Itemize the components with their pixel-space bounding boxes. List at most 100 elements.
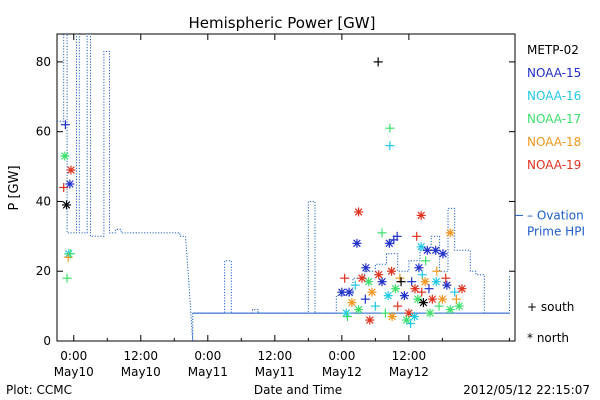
data-point-north [66,165,76,175]
data-point-north [445,305,455,315]
point-stroke [385,239,394,248]
data-point-south [385,123,395,133]
point-stroke [342,309,351,317]
data-point-north [402,315,412,325]
point-stroke [446,305,455,314]
data-point-north [425,308,435,318]
data-point-south [392,231,402,241]
point-stroke [391,284,400,293]
data-point-north [437,294,447,304]
points-layer [59,57,467,329]
data-point-north [365,315,375,325]
point-stroke [414,295,422,303]
x-tick-label-date: May11 [255,365,295,379]
data-point-south [385,141,395,151]
data-point-south [370,301,380,311]
data-point-north [60,151,70,161]
point-stroke [419,298,428,307]
data-point-south [441,273,451,283]
legend-item: METP-02 [527,43,579,57]
data-point-north [374,270,384,280]
x-tick-label-time: 0:00 [60,349,87,363]
x-tick-label-date: May12 [322,365,362,379]
data-point-south [393,301,403,311]
data-point-north [367,287,377,297]
point-stroke [388,312,396,321]
x-tick-label-time: 12:00 [123,349,158,363]
x-tick-label-date: May11 [188,365,228,379]
data-point-south [59,183,69,192]
data-point-north [354,305,364,315]
point-stroke [374,270,383,279]
data-point-south [373,57,383,67]
data-point-south [342,312,352,322]
point-stroke [353,239,361,248]
y-tick-label: 60 [36,125,51,139]
point-stroke [384,291,393,300]
legend-south-marker: + south [527,300,574,314]
data-point-north [431,277,441,287]
data-point-north [399,291,409,301]
point-stroke [446,229,455,237]
point-stroke [354,305,363,314]
data-point-south [360,294,370,304]
data-point-north [65,179,75,189]
data-point-north [354,207,364,217]
x-tick-label-time: 0:00 [194,349,221,363]
point-stroke [458,284,466,293]
point-stroke [423,246,432,255]
data-point-south [434,301,444,311]
legend-model-label-line2: Prime HPI [527,224,585,238]
x-tick-label-date: May10 [121,365,161,379]
data-point-south [450,287,460,297]
point-stroke [438,295,447,303]
legend: METP-02 NOAA-15 NOAA-16 NOAA-17 NOAA-18 NOAA-… [515,43,585,345]
data-point-south [340,273,350,283]
timestamp-label: 2012/05/12 22:15:07 [463,383,590,397]
point-stroke [417,243,425,251]
y-axis-label: P [GW] [7,165,22,210]
point-stroke [455,302,463,310]
data-point-south [406,319,416,329]
point-stroke [431,246,440,255]
y-tick-label: 80 [36,55,51,69]
point-stroke [432,277,441,286]
point-stroke [443,281,451,289]
point-stroke [411,284,419,293]
point-stroke [364,277,373,286]
point-stroke [387,267,396,276]
model-line-layer [57,34,510,341]
point-stroke [345,288,353,296]
data-point-south [65,249,75,259]
point-stroke [402,316,411,324]
data-point-south [396,277,406,287]
plot-frame [56,33,516,342]
legend-item: NOAA-16 [527,89,581,103]
legend-north-marker: * north [527,331,569,345]
point-stroke [405,309,413,317]
legend-item: NOAA-18 [527,135,581,149]
data-point-south [62,273,72,283]
x-tick-label-time: 12:00 [258,349,293,363]
data-point-north [420,277,430,287]
data-point-north [442,280,452,290]
legend-item: NOAA-19 [527,158,581,172]
y-tick-label: 40 [36,194,51,208]
point-stroke [400,291,409,300]
data-point-south [60,120,70,130]
legend-item: NOAA-17 [527,112,581,126]
point-stroke [348,298,356,307]
data-point-north [413,294,423,304]
point-stroke [378,277,386,286]
point-stroke [428,295,437,303]
plot-source-label: Plot: CCMC [6,383,72,397]
data-point-north [404,308,414,318]
point-stroke [358,274,366,283]
point-stroke [67,166,75,174]
point-stroke [410,312,419,321]
data-point-south [417,287,427,297]
data-point-north [357,273,367,283]
legend-model-label-line1: – Ovation [527,208,584,222]
data-point-north [414,263,424,273]
data-point-south [412,231,422,241]
